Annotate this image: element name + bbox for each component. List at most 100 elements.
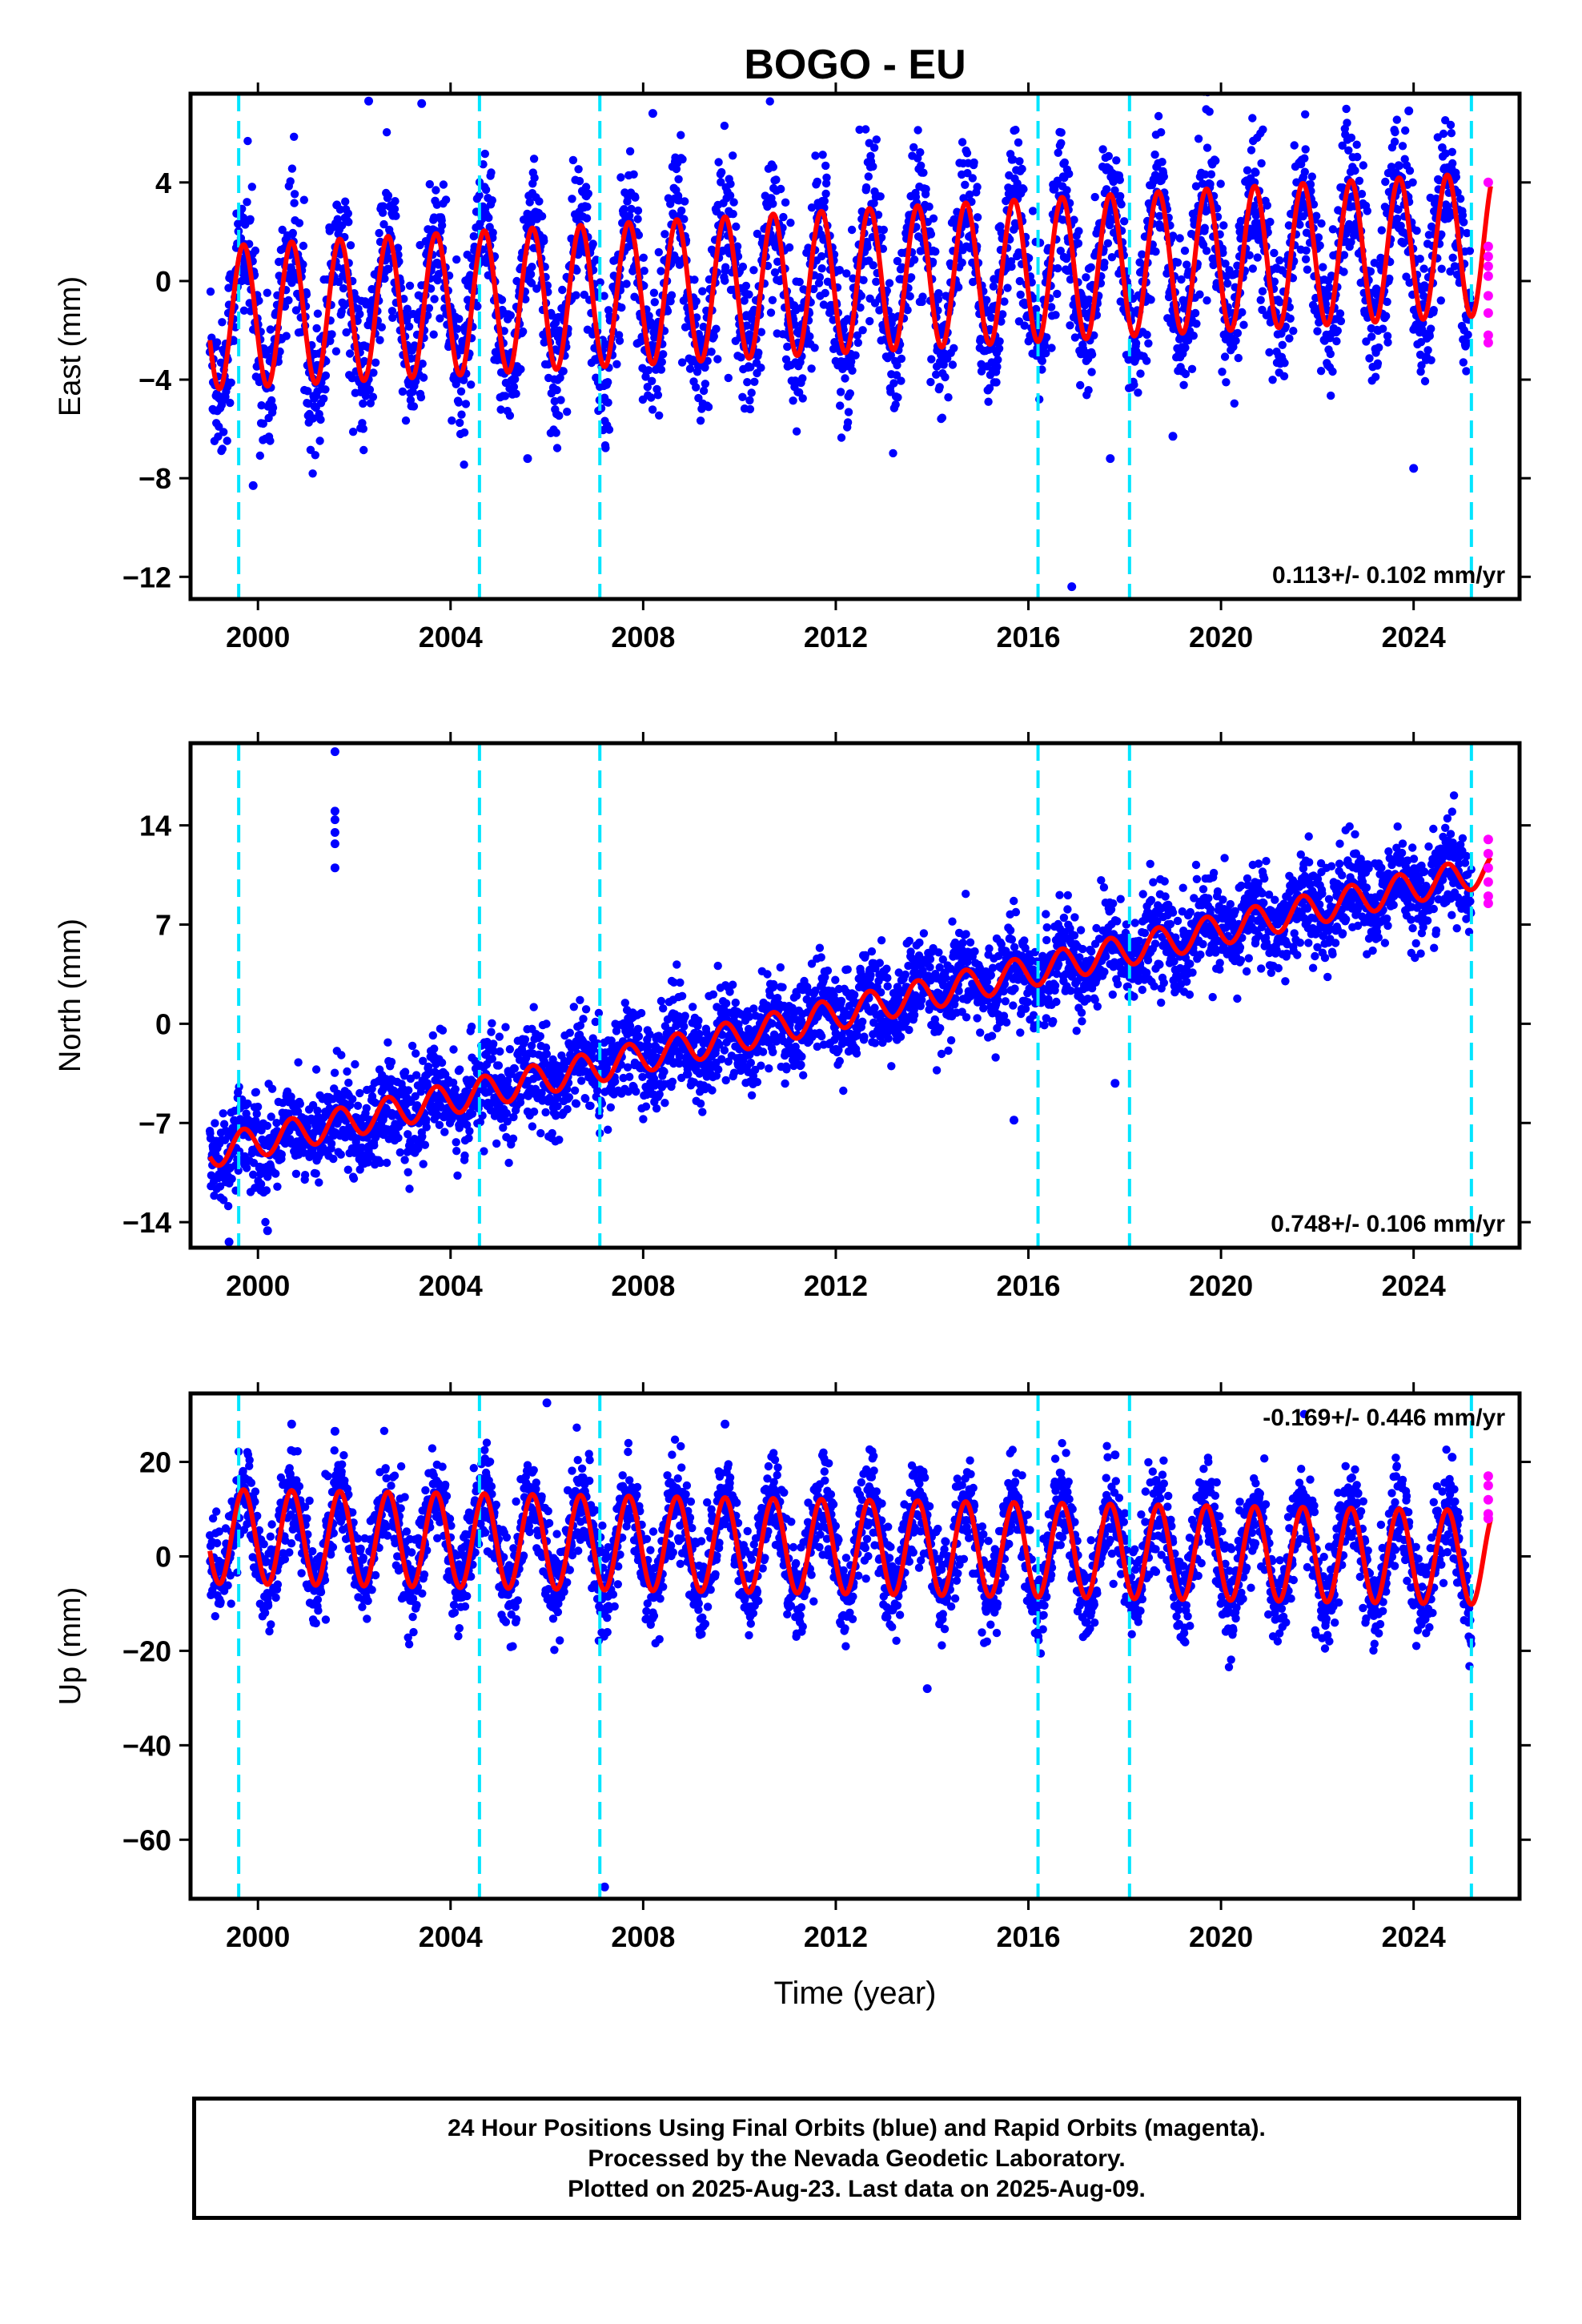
east-final-orbit-point — [321, 385, 330, 394]
north-final-orbit-point — [625, 1072, 634, 1081]
east-final-orbit-point — [584, 189, 592, 198]
east-final-orbit-point — [1102, 185, 1111, 194]
east-final-orbit-point — [371, 358, 380, 367]
east-final-orbit-point — [1459, 358, 1468, 367]
east-outlier-point — [1409, 464, 1419, 473]
east-final-orbit-point — [1343, 119, 1351, 127]
north-final-orbit-point — [634, 1032, 644, 1041]
east-final-orbit-point — [869, 143, 879, 152]
east-final-orbit-point — [743, 378, 752, 387]
east-final-orbit-point — [342, 328, 351, 337]
east-final-orbit-point — [993, 362, 1002, 372]
east-final-orbit-point — [1317, 219, 1326, 228]
east-final-orbit-point — [1379, 324, 1387, 333]
east-final-orbit-point — [535, 197, 544, 206]
east-final-orbit-point — [475, 191, 484, 200]
east-final-orbit-point — [224, 283, 233, 292]
north-final-orbit-point — [343, 1165, 352, 1174]
east-final-orbit-point — [390, 204, 400, 214]
north-final-orbit-points — [205, 747, 1476, 1247]
east-final-orbit-point — [215, 422, 223, 431]
east-final-orbit-point — [466, 271, 475, 279]
east-final-orbit-point — [247, 183, 256, 191]
east-rapid-orbit-point — [1483, 271, 1493, 281]
north-final-orbit-point — [721, 1076, 730, 1085]
east-final-orbit-point — [1112, 156, 1121, 165]
east-final-orbit-point — [690, 275, 699, 284]
north-final-orbit-point — [536, 1031, 544, 1041]
east-rapid-orbit-point — [1483, 177, 1493, 187]
east-final-orbit-point — [391, 211, 400, 220]
east-final-orbit-point — [278, 225, 287, 235]
east-final-orbit-point — [313, 309, 323, 318]
east-final-orbit-point — [677, 131, 685, 139]
north-final-orbit-point — [452, 1138, 460, 1147]
east-final-orbit-point — [781, 198, 790, 207]
east-final-orbit-point — [1204, 36, 1212, 44]
east-final-orbit-point — [1256, 296, 1265, 304]
east-final-orbit-point — [720, 121, 729, 131]
north-final-orbit-point — [223, 1201, 233, 1211]
east-final-orbit-point — [1377, 226, 1387, 235]
east-final-orbit-point — [1018, 164, 1026, 174]
east-final-orbit-point — [769, 199, 777, 208]
east-final-orbit-point — [644, 366, 653, 375]
east-final-orbit-point — [931, 247, 940, 256]
east-final-orbit-point — [341, 197, 350, 206]
east-final-orbit-point — [1456, 195, 1465, 203]
east-final-orbit-point — [1352, 140, 1361, 149]
east-final-orbit-point — [656, 365, 666, 374]
north-final-orbit-point — [468, 1109, 477, 1119]
east-final-orbit-point — [768, 296, 777, 304]
north-final-orbit-point — [311, 1169, 320, 1178]
east-final-orbit-point — [1084, 386, 1093, 395]
east-final-orbit-point — [1053, 289, 1062, 299]
north-final-orbit-point — [311, 1065, 321, 1074]
east-final-orbit-point — [455, 315, 464, 324]
east-final-orbit-point — [550, 396, 559, 406]
east-final-orbit-point — [685, 364, 695, 373]
east-final-orbit-point — [425, 179, 434, 189]
east-final-orbit-point — [938, 413, 947, 422]
east-final-orbit-point — [1259, 125, 1267, 134]
east-final-orbit-point — [409, 402, 419, 411]
north-final-orbit-point — [714, 1065, 723, 1074]
east-final-orbit-point — [1263, 201, 1272, 210]
east-final-orbit-point — [925, 202, 934, 211]
north-final-orbit-point — [422, 1115, 431, 1124]
east-final-orbit-point — [1302, 246, 1311, 255]
north-final-orbit-point — [449, 1045, 458, 1054]
north-final-orbit-point — [505, 1045, 515, 1054]
east-final-orbit-point — [1151, 247, 1160, 256]
east-final-orbit-point — [1452, 172, 1461, 182]
east-final-orbit-point — [487, 168, 496, 177]
east-final-orbit-point — [1134, 388, 1142, 397]
east-final-orbit-point — [1381, 177, 1390, 187]
east-final-orbit-point — [713, 355, 722, 364]
east-axis-label: East (mm) — [54, 276, 87, 416]
east-final-orbit-point — [369, 368, 378, 377]
east-final-orbit-point — [239, 213, 248, 223]
east-final-orbit-point — [291, 306, 301, 315]
east-final-orbit-point — [452, 255, 461, 264]
east-final-orbit-point — [765, 97, 774, 106]
north-final-orbit-point — [351, 1059, 359, 1069]
north-final-orbit-point — [586, 1101, 595, 1111]
east-final-orbit-point — [1157, 128, 1166, 137]
east-final-orbit-point — [1120, 217, 1129, 226]
east-final-orbit-point — [820, 196, 829, 206]
east-final-orbit-point — [1333, 326, 1343, 336]
east-final-orbit-point — [1231, 336, 1240, 345]
east-final-orbit-point — [889, 379, 898, 388]
east-final-orbit-point — [344, 218, 353, 227]
north-final-orbit-point — [563, 1104, 572, 1114]
east-final-orbit-point — [287, 164, 297, 173]
east-final-orbit-point — [617, 303, 626, 312]
east-final-orbit-point — [1142, 356, 1151, 365]
east-final-orbit-point — [212, 338, 222, 347]
east-final-orbit-point — [916, 148, 925, 157]
east-final-orbit-point — [1316, 367, 1326, 376]
east-final-orbit-point — [962, 149, 972, 158]
east-final-orbit-point — [1423, 346, 1432, 355]
east-panel: 2000 2004 2008 2012 2016 2020 202440−4−8−12Eas… — [54, 36, 1531, 653]
